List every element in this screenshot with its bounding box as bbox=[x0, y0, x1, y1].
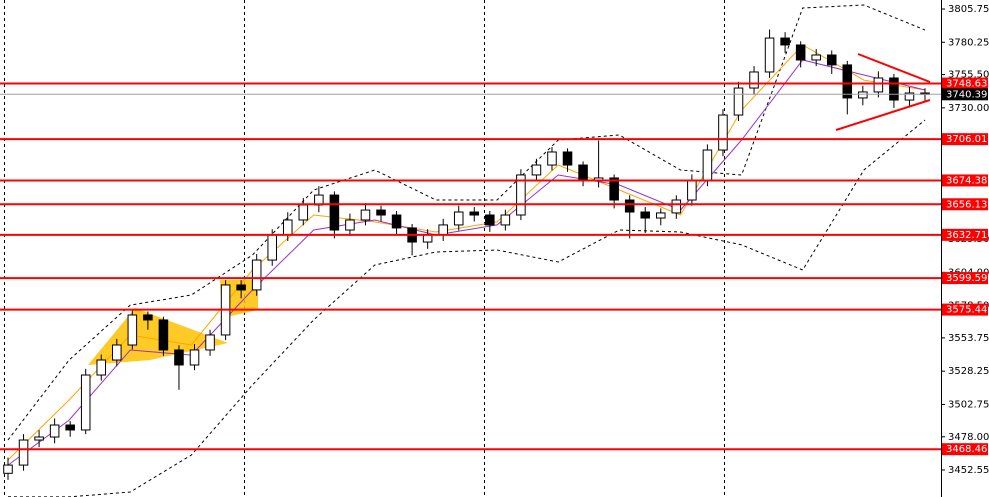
candle-body bbox=[469, 211, 480, 216]
candle-body bbox=[391, 214, 402, 229]
candle-body bbox=[656, 212, 666, 219]
candle-body bbox=[18, 439, 29, 466]
levels bbox=[0, 82, 941, 451]
candle-body bbox=[376, 209, 386, 216]
candle-body bbox=[298, 204, 309, 221]
candle-body bbox=[438, 224, 448, 236]
candles bbox=[3, 29, 930, 480]
candle-body bbox=[205, 334, 215, 351]
level-label-box bbox=[942, 303, 988, 316]
candle-body bbox=[624, 199, 635, 213]
candle-body bbox=[282, 219, 293, 236]
candle-body bbox=[578, 164, 588, 181]
candle-body bbox=[904, 92, 915, 101]
overlay-line bbox=[7, 119, 926, 497]
y-tick-label: 3528.25 bbox=[948, 366, 989, 377]
candle-body bbox=[826, 54, 837, 66]
candle-body bbox=[127, 314, 138, 346]
level-label: 3599.59 bbox=[946, 273, 987, 284]
candle-body bbox=[811, 54, 821, 61]
last-price-box bbox=[942, 88, 988, 101]
candle-body bbox=[858, 91, 868, 99]
candle-body bbox=[764, 37, 775, 73]
candle-body bbox=[80, 374, 91, 431]
candle-body bbox=[251, 259, 262, 291]
candle-body bbox=[236, 284, 246, 291]
time-grid bbox=[4, 0, 725, 497]
candle-body bbox=[780, 37, 790, 46]
candle-body bbox=[562, 151, 573, 166]
level-label-box bbox=[942, 443, 988, 456]
candle-body bbox=[671, 199, 682, 214]
candle-body bbox=[889, 77, 899, 101]
candle-body bbox=[516, 174, 526, 216]
candle-body bbox=[422, 234, 433, 243]
candle-body bbox=[189, 349, 200, 366]
overlay-line bbox=[7, 4, 926, 441]
candle-body bbox=[749, 71, 759, 89]
candle-body bbox=[547, 151, 557, 166]
candle-body bbox=[267, 234, 277, 261]
candle-body bbox=[174, 349, 184, 366]
level-label-box bbox=[942, 272, 988, 285]
candle-body bbox=[718, 114, 728, 151]
level-label: 3632.71 bbox=[946, 230, 987, 241]
candle-body bbox=[158, 319, 169, 351]
level-label-box bbox=[942, 228, 988, 241]
candle-body bbox=[96, 359, 107, 376]
level-label-box bbox=[942, 77, 988, 90]
candle-body bbox=[531, 164, 542, 176]
level-label: 3656.13 bbox=[946, 199, 987, 210]
y-tick-label: 3730.00 bbox=[948, 103, 989, 114]
candle-body bbox=[500, 214, 511, 226]
y-tick-label: 3805.75 bbox=[948, 4, 989, 15]
candle-body bbox=[329, 194, 340, 231]
candle-body bbox=[842, 64, 853, 99]
level-label: 3748.63 bbox=[946, 79, 987, 90]
candle-body bbox=[453, 211, 464, 226]
candle-body bbox=[485, 214, 495, 226]
candle-body bbox=[640, 211, 651, 219]
level-label-box bbox=[942, 174, 988, 187]
wedge-line bbox=[835, 99, 931, 131]
y-tick-label: 3780.25 bbox=[948, 37, 989, 48]
level-label: 3674.38 bbox=[946, 175, 987, 186]
level-label: 3468.46 bbox=[946, 444, 987, 455]
candle-body bbox=[609, 177, 619, 201]
candle-body bbox=[702, 149, 713, 181]
y-tick-label: 3755.50 bbox=[948, 70, 989, 81]
price-axis-labels: 3805.753780.253755.503730.003629.503604.… bbox=[941, 4, 989, 476]
last-price-label: 3740.39 bbox=[946, 89, 987, 100]
y-tick-label: 3502.75 bbox=[948, 399, 989, 410]
candle-body bbox=[34, 436, 44, 441]
y-tick-label: 3478.00 bbox=[948, 432, 989, 443]
level-label-box bbox=[942, 198, 988, 211]
candle-body bbox=[49, 424, 60, 438]
y-tick-label: 3553.75 bbox=[948, 333, 989, 344]
candle-body bbox=[65, 424, 75, 431]
pattern-triangle bbox=[88, 308, 228, 365]
candle-body bbox=[3, 464, 13, 474]
wedge-line bbox=[857, 53, 931, 83]
candle-body bbox=[733, 87, 744, 116]
level-label: 3575.44 bbox=[946, 305, 987, 316]
overlay-line bbox=[7, 59, 926, 466]
wedge bbox=[835, 53, 931, 131]
candle-body bbox=[687, 179, 697, 201]
candle-body bbox=[360, 209, 371, 221]
level-label-box bbox=[942, 133, 988, 146]
y-tick-label: 3452.55 bbox=[948, 465, 989, 476]
candle-body bbox=[795, 44, 806, 61]
candle-body bbox=[873, 77, 884, 93]
candle-body bbox=[143, 314, 153, 321]
candle-body bbox=[112, 344, 122, 361]
level-label: 3706.01 bbox=[946, 134, 987, 145]
candle-body bbox=[345, 219, 355, 231]
